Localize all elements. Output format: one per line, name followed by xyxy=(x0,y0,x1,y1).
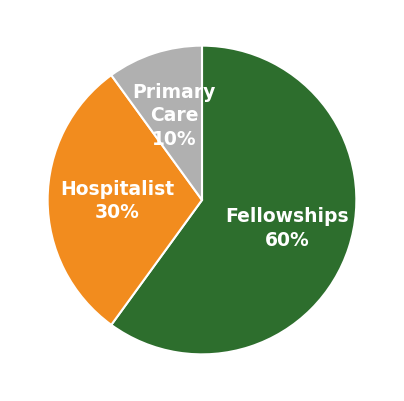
Wedge shape xyxy=(48,76,202,325)
Text: Fellowships
60%: Fellowships 60% xyxy=(225,207,349,249)
Wedge shape xyxy=(111,47,202,200)
Text: Hospitalist
30%: Hospitalist 30% xyxy=(60,179,174,222)
Wedge shape xyxy=(111,47,356,354)
Text: Primary
Care
10%: Primary Care 10% xyxy=(133,83,216,148)
